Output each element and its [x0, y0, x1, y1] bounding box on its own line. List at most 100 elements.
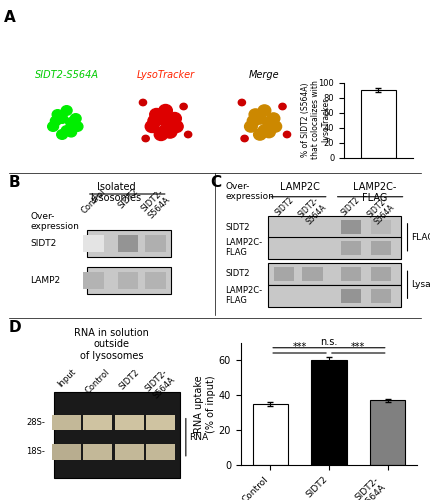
Circle shape: [142, 136, 149, 141]
Text: RNA: RNA: [190, 432, 209, 442]
Circle shape: [57, 114, 68, 124]
Bar: [115, 444, 144, 460]
Bar: [268, 236, 402, 258]
Circle shape: [52, 110, 63, 120]
Text: SIDT2: SIDT2: [226, 269, 250, 278]
Circle shape: [254, 113, 266, 124]
Circle shape: [279, 104, 286, 110]
Bar: [83, 415, 112, 430]
Bar: [302, 267, 322, 280]
Text: LAMP2C: LAMP2C: [280, 182, 320, 192]
Text: FLAG-IP: FLAG-IP: [412, 233, 430, 242]
Y-axis label: RNA uptake
(% of input): RNA uptake (% of input): [194, 375, 216, 432]
Text: ***: ***: [292, 342, 307, 352]
Text: LAMP2: LAMP2: [30, 276, 60, 285]
Circle shape: [245, 121, 257, 132]
Text: SIDT2-
S564A: SIDT2- S564A: [366, 196, 397, 227]
Text: Control: Control: [83, 368, 111, 396]
Circle shape: [258, 105, 271, 116]
Bar: [341, 220, 361, 234]
Circle shape: [163, 116, 177, 128]
Bar: [341, 267, 361, 280]
Text: Merge: Merge: [249, 70, 280, 80]
Bar: [268, 285, 402, 306]
Circle shape: [263, 117, 275, 128]
Circle shape: [254, 129, 266, 140]
Bar: [268, 216, 402, 238]
Circle shape: [247, 116, 260, 126]
Circle shape: [258, 125, 271, 136]
Circle shape: [283, 132, 291, 138]
Text: A: A: [4, 10, 16, 25]
Text: SIDT2-S564A: SIDT2-S564A: [35, 70, 98, 80]
Text: Over-
expression: Over- expression: [30, 212, 79, 232]
Text: SIDT2: SIDT2: [340, 196, 362, 218]
Text: ***: ***: [351, 342, 366, 352]
Bar: [341, 289, 361, 302]
Bar: [370, 400, 405, 465]
Circle shape: [150, 108, 163, 120]
Bar: [115, 415, 144, 430]
Text: RNA in solution
outside
of lysosomes: RNA in solution outside of lysosomes: [74, 328, 149, 361]
Bar: [52, 415, 81, 430]
Bar: [146, 415, 175, 430]
Circle shape: [61, 106, 72, 116]
Circle shape: [269, 121, 282, 132]
Bar: [146, 444, 175, 460]
Circle shape: [159, 104, 172, 117]
Bar: [371, 267, 391, 280]
Bar: [118, 236, 138, 252]
Bar: [274, 267, 294, 280]
Bar: [268, 263, 402, 285]
Circle shape: [48, 122, 58, 132]
Text: LysoTracker: LysoTracker: [136, 70, 195, 80]
Circle shape: [148, 115, 162, 127]
Text: SIDT2-
S564A: SIDT2- S564A: [139, 187, 172, 220]
Bar: [52, 444, 81, 460]
Bar: [341, 241, 361, 254]
Bar: [371, 289, 391, 302]
Circle shape: [249, 109, 262, 120]
Circle shape: [66, 118, 77, 128]
Bar: [371, 241, 391, 254]
Bar: [54, 392, 181, 478]
Text: n.s.: n.s.: [320, 337, 338, 347]
Text: LAMP2C-
FLAG: LAMP2C- FLAG: [226, 286, 263, 306]
Y-axis label: % of SIDT2 (S564A)
that colocalizes with
LysoTracker: % of SIDT2 (S564A) that colocalizes with…: [301, 80, 331, 160]
Text: SIDT2: SIDT2: [30, 239, 56, 248]
Text: SIDT2-
S564A: SIDT2- S564A: [144, 368, 177, 400]
Text: Control: Control: [80, 187, 108, 215]
Text: Lysate: Lysate: [412, 280, 430, 289]
Text: D: D: [9, 320, 21, 335]
Bar: [87, 267, 171, 294]
Bar: [252, 404, 288, 465]
Circle shape: [50, 116, 61, 126]
Bar: [361, 90, 396, 158]
Bar: [83, 272, 104, 289]
Text: SIDT2: SIDT2: [273, 196, 295, 218]
Circle shape: [57, 130, 68, 140]
Circle shape: [184, 132, 192, 138]
Text: LAMP2C-
FLAG: LAMP2C- FLAG: [226, 238, 263, 258]
Bar: [371, 220, 391, 234]
Circle shape: [154, 112, 168, 124]
Circle shape: [163, 126, 177, 138]
Text: 18S-: 18S-: [26, 448, 45, 456]
Text: SIDT2-
S564A: SIDT2- S564A: [297, 196, 328, 227]
Circle shape: [154, 128, 168, 140]
Text: Input: Input: [56, 368, 77, 389]
Circle shape: [168, 112, 181, 124]
Circle shape: [180, 104, 187, 110]
Text: SIDT2: SIDT2: [226, 222, 250, 232]
Text: Over-
expression: Over- expression: [226, 182, 274, 201]
Bar: [87, 230, 171, 257]
Circle shape: [70, 114, 81, 124]
Circle shape: [263, 126, 275, 138]
Text: Isolated
lysosomes: Isolated lysosomes: [91, 182, 141, 203]
Circle shape: [238, 100, 246, 105]
Bar: [83, 236, 104, 252]
Bar: [118, 272, 138, 289]
Text: SIDT2: SIDT2: [116, 187, 140, 211]
Text: 28S-: 28S-: [26, 418, 45, 427]
Bar: [311, 360, 347, 465]
